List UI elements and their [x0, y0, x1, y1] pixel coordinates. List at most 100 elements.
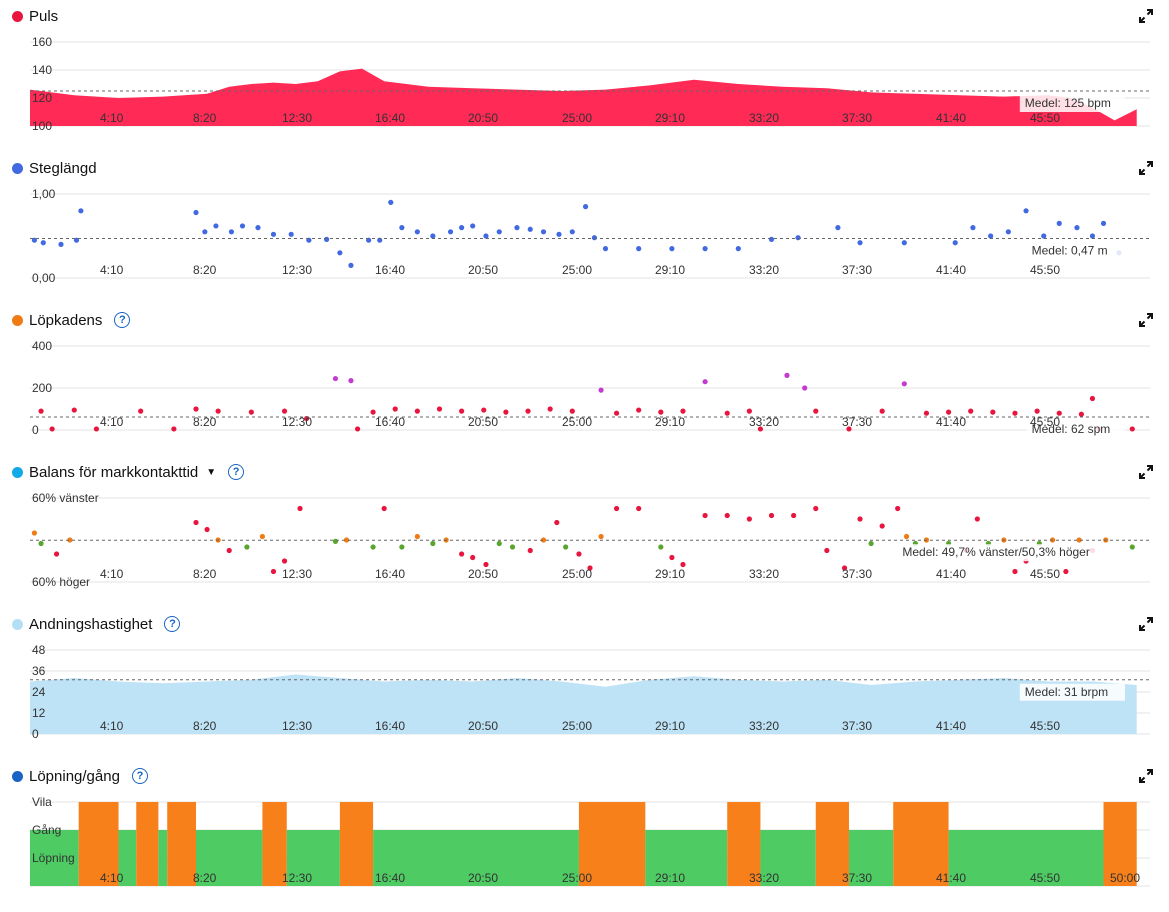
y-tick-label: 140	[32, 63, 52, 77]
data-point	[436, 406, 443, 412]
y-tick-label: 60% höger	[32, 575, 90, 589]
expand-icon[interactable]	[1139, 617, 1153, 631]
data-point	[598, 387, 604, 393]
segment-Gång	[948, 830, 1104, 886]
data-point	[582, 204, 589, 210]
data-point	[757, 426, 764, 432]
expand-icon[interactable]	[1139, 9, 1153, 23]
data-point	[239, 223, 246, 229]
x-tick-label: 20:50	[468, 263, 498, 277]
x-tick-label: 16:40	[375, 871, 405, 885]
data-point	[768, 236, 775, 242]
segment-Vila	[136, 802, 159, 886]
data-point	[945, 409, 952, 415]
segment-Vila	[815, 802, 849, 886]
data-point	[1129, 426, 1135, 432]
data-point	[1005, 229, 1011, 235]
y-tick-label: 0	[32, 727, 39, 741]
x-tick-label: 50:00	[1110, 871, 1140, 885]
x-tick-label: 20:50	[468, 871, 498, 885]
data-point	[569, 408, 575, 414]
y-tick-label: 24	[32, 685, 46, 699]
x-tick-label: 16:40	[375, 567, 405, 581]
average-label: Medel: 0,47 m	[1032, 244, 1108, 258]
help-icon[interactable]: ?	[131, 768, 148, 784]
data-point	[923, 410, 930, 416]
expand-icon[interactable]	[1139, 313, 1153, 327]
x-tick-label: 29:10	[655, 111, 685, 125]
data-point	[724, 512, 730, 519]
data-point	[430, 233, 436, 239]
data-point	[381, 505, 387, 512]
data-point	[540, 229, 547, 235]
dropdown-caret-icon[interactable]: ▼	[206, 466, 217, 478]
segment-Gång	[118, 830, 137, 886]
y-tick-label: 120	[32, 91, 52, 105]
data-point	[990, 409, 996, 415]
data-point	[576, 551, 582, 557]
x-tick-label: 25:00	[562, 719, 592, 733]
x-tick-label: 41:40	[936, 415, 966, 429]
average-label-bg	[1026, 420, 1125, 438]
data-point	[525, 408, 531, 414]
help-icon[interactable]: ?	[228, 464, 245, 480]
data-point	[414, 229, 420, 235]
help-icon[interactable]: ?	[164, 616, 181, 632]
legend-dot-icon	[12, 770, 23, 782]
x-tick-label: 37:30	[842, 111, 872, 125]
data-point	[702, 379, 708, 385]
data-point	[680, 561, 686, 568]
expand-icon[interactable]	[1139, 465, 1153, 479]
data-point	[270, 568, 277, 575]
y-tick-label: 400	[32, 339, 52, 353]
help-icon[interactable]: ?	[114, 312, 131, 328]
data-point	[547, 406, 553, 412]
chart-panel-steg: Steglängd Medel: 0,47 m 1,00 0,00 4:10 8:20 12…	[0, 152, 1169, 304]
data-point	[1089, 395, 1096, 402]
data-point	[470, 554, 476, 561]
data-point	[554, 519, 560, 526]
data-point	[1034, 408, 1040, 414]
segment-Vila	[578, 802, 646, 886]
data-point	[1056, 410, 1062, 416]
x-tick-label: 29:10	[655, 263, 685, 277]
x-tick-label: 16:40	[375, 415, 405, 429]
segment-Vila	[339, 802, 374, 886]
data-point	[1012, 410, 1018, 416]
data-point	[193, 209, 199, 216]
area-series	[30, 68, 1137, 126]
data-point	[901, 381, 907, 387]
data-point	[470, 223, 476, 229]
data-point	[746, 516, 752, 522]
data-point	[680, 408, 686, 414]
panel-header: Steglängd	[12, 158, 97, 178]
expand-icon[interactable]	[1139, 161, 1153, 175]
x-tick-label: 4:10	[100, 871, 124, 885]
data-point	[879, 408, 885, 414]
data-point	[813, 408, 819, 414]
segment-Gång	[30, 830, 79, 886]
data-point	[459, 225, 465, 231]
data-point	[768, 512, 775, 519]
data-point	[587, 565, 593, 571]
data-point	[204, 526, 210, 533]
data-point	[835, 225, 841, 231]
panel-title: Steglängd	[29, 159, 97, 177]
data-point	[215, 408, 221, 414]
data-point	[563, 544, 569, 550]
data-point	[658, 409, 664, 415]
x-tick-label: 25:00	[562, 415, 592, 429]
expand-icon[interactable]	[1139, 769, 1153, 783]
x-tick-label: 41:40	[936, 871, 966, 885]
data-point	[332, 538, 339, 544]
data-point	[903, 533, 910, 540]
y-tick-label: 1,00	[32, 187, 56, 201]
x-tick-label: 41:40	[936, 567, 966, 581]
data-point	[414, 533, 420, 540]
data-point	[540, 537, 547, 543]
data-point	[248, 409, 254, 415]
x-tick-label: 45:50	[1030, 415, 1060, 429]
legend-dot-icon	[12, 466, 23, 478]
data-point	[968, 408, 974, 414]
legend-dot-icon	[12, 162, 23, 174]
